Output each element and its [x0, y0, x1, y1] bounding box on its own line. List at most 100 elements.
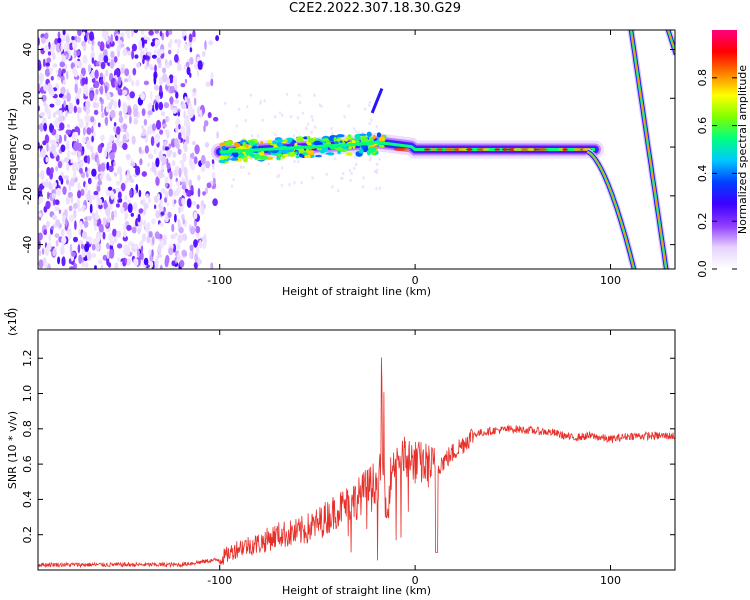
noise-speckle: [238, 107, 241, 111]
noise-speckle: [153, 204, 157, 210]
noise-speckle: [370, 118, 373, 122]
noise-speckle: [193, 97, 197, 106]
noise-speckle: [193, 211, 198, 220]
noise-speckle: [239, 165, 243, 169]
noise-speckle: [57, 256, 61, 265]
noise-speckle: [189, 72, 192, 78]
top-x-tick-label: -100: [207, 274, 232, 287]
noise-speckle: [99, 72, 103, 78]
noise-speckle: [197, 60, 203, 70]
noise-speckle: [300, 180, 303, 185]
noise-speckle: [162, 123, 167, 128]
noise-speckle: [127, 245, 131, 256]
noise-speckle: [195, 225, 201, 234]
noise-speckle: [157, 253, 163, 258]
noise-speckle: [210, 71, 214, 82]
noise-speckle: [52, 53, 56, 61]
carrier-peak: [436, 148, 444, 151]
noise-speckle: [115, 35, 119, 41]
carrier-blob: [250, 153, 255, 158]
noise-speckle: [186, 66, 191, 76]
noise-speckle: [161, 67, 167, 74]
noise-speckle: [135, 218, 139, 228]
noise-speckle: [178, 167, 182, 178]
noise-speckle: [216, 131, 219, 139]
noise-speckle: [47, 82, 52, 93]
noise-speckle: [183, 64, 187, 70]
noise-speckle: [182, 233, 188, 241]
noise-speckle: [89, 145, 94, 153]
noise-speckle: [131, 30, 134, 38]
noise-speckle: [159, 49, 165, 54]
noise-speckle: [70, 159, 74, 164]
noise-speckle: [106, 44, 110, 49]
noise-speckle: [80, 262, 87, 268]
noise-speckle: [104, 85, 108, 94]
noise-speckle: [178, 206, 181, 214]
noise-speckle: [147, 110, 153, 116]
noise-speckle: [210, 78, 214, 87]
noise-speckle: [310, 130, 313, 134]
noise-speckle: [48, 146, 52, 153]
noise-speckle: [210, 262, 214, 269]
noise-speckle: [169, 59, 173, 66]
carrier-peak: [395, 148, 406, 151]
noise-speckle: [232, 177, 235, 182]
noise-speckle: [80, 73, 83, 79]
noise-speckle: [118, 198, 123, 203]
y-multiplier-base: (x10: [6, 311, 19, 336]
noise-speckle: [47, 51, 52, 56]
noise-speckle: [131, 80, 134, 87]
noise-speckle: [100, 103, 104, 113]
noise-speckle: [348, 168, 352, 172]
noise-speckle: [331, 185, 334, 189]
carrier-blob: [238, 145, 246, 151]
noise-speckle: [43, 229, 47, 236]
carrier-blob: [221, 145, 227, 150]
carrier-peak: [443, 148, 456, 151]
noise-speckle: [76, 106, 82, 114]
carrier-blob: [347, 134, 352, 138]
noise-speckle: [41, 248, 45, 255]
carrier-blob: [379, 144, 385, 148]
carrier-blob: [266, 139, 273, 144]
noise-speckle: [183, 110, 186, 119]
top-y-tick-label: -40: [21, 236, 34, 254]
noise-speckle: [46, 142, 49, 152]
noise-speckle: [204, 142, 210, 148]
noise-speckle: [95, 242, 100, 252]
noise-speckle: [125, 153, 131, 161]
noise-speckle: [182, 189, 186, 197]
noise-speckle: [86, 140, 91, 150]
carrier-peak: [424, 148, 431, 151]
noise-speckle: [211, 171, 216, 180]
noise-speckle: [57, 160, 63, 169]
noise-speckle: [91, 57, 95, 64]
noise-speckle: [98, 203, 103, 210]
top-x-tick-label: 0: [412, 274, 419, 287]
noise-speckle: [97, 41, 101, 47]
noise-speckle: [99, 41, 105, 52]
noise-speckle: [128, 74, 132, 83]
noise-speckle: [90, 72, 93, 78]
noise-speckle: [158, 77, 164, 86]
noise-speckle: [186, 189, 192, 197]
noise-speckle: [196, 56, 201, 62]
noise-speckle: [181, 249, 187, 257]
noise-speckle: [171, 260, 176, 267]
noise-speckle: [292, 134, 296, 138]
carrier-spur: [370, 87, 384, 114]
noise-speckle: [167, 211, 172, 219]
noise-speckle: [159, 222, 164, 227]
noise-speckle: [91, 125, 94, 134]
noise-speckle: [122, 142, 128, 150]
noise-speckle: [151, 123, 157, 131]
colorbar-label: Normalized spectral amplitude: [736, 65, 749, 234]
noise-speckle: [375, 170, 378, 175]
noise-speckle: [46, 243, 52, 251]
bottom-y-tick-label: 0.8: [21, 420, 34, 438]
noise-speckle: [160, 211, 165, 216]
noise-speckle: [122, 223, 127, 231]
noise-speckle: [183, 43, 189, 50]
noise-speckle: [53, 120, 59, 127]
